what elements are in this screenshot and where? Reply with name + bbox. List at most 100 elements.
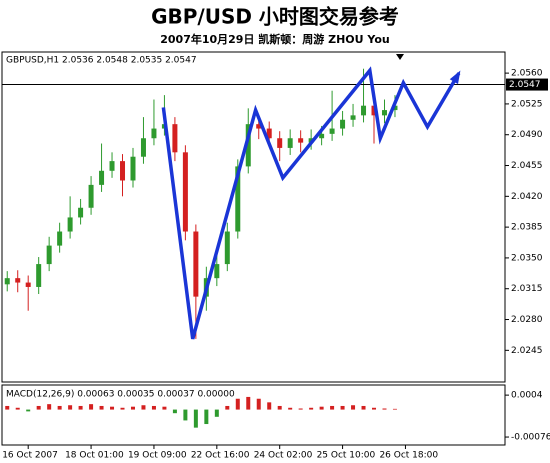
y-tick-label: -0.00076 [511, 433, 550, 443]
macd-bar [309, 407, 314, 410]
candle-body [193, 231, 199, 297]
macd-bar [36, 405, 41, 410]
macd-bar [99, 405, 104, 410]
x-tick-label: 18 Oct 01:00 [65, 451, 124, 461]
candle-body [214, 264, 220, 279]
candle-body [78, 207, 84, 218]
macd-bar [319, 406, 324, 410]
candle-body [298, 138, 304, 143]
macd-bar [267, 402, 272, 410]
macd-bar [110, 406, 115, 410]
macd-bar [392, 408, 397, 410]
main-frame [1, 51, 506, 383]
candle-body [361, 105, 367, 116]
y-tick-label: 2.0455 [511, 161, 543, 171]
x-tick-label: 24 Oct 02:00 [254, 451, 313, 461]
candle-body [67, 217, 73, 232]
macd-bar [340, 405, 345, 410]
macd-bar [256, 398, 261, 410]
candle-body [120, 161, 126, 181]
x-tick-label: 25 Oct 10:00 [317, 451, 376, 461]
last-price-box [506, 78, 548, 91]
macd-bar [57, 405, 62, 410]
macd-bar [361, 405, 366, 410]
macd-bar [89, 404, 94, 410]
candle-body [15, 278, 21, 283]
candle-body [36, 264, 42, 287]
macd-bar [214, 409, 219, 417]
candle-body [57, 231, 63, 246]
candle-body [266, 128, 272, 139]
candle-body [350, 115, 356, 120]
macd-bar [26, 409, 31, 412]
candle-body [392, 105, 398, 111]
y-tick-label: 2.0350 [511, 253, 543, 263]
candle-body [329, 128, 335, 134]
candle-body [99, 170, 105, 185]
candle-body [140, 138, 146, 157]
candle-body [88, 184, 94, 208]
y-tick-label: 2.0490 [511, 130, 543, 140]
forecast-arrowhead [449, 70, 461, 85]
candle-body [340, 119, 346, 129]
macd-bar [5, 405, 10, 410]
macd-frame [1, 384, 506, 446]
chart-subtitle: 2007年10月29日 凯斯顿：周游 ZHOU You [160, 32, 390, 46]
y-tick-label: 2.0525 [511, 99, 543, 109]
macd-bar [120, 407, 125, 410]
y-tick-label: 2.0420 [511, 192, 543, 202]
candle-body [256, 124, 262, 129]
macd-bar [204, 409, 209, 425]
x-tick-label: 22 Oct 16:00 [191, 451, 250, 461]
macd-bar [68, 405, 73, 410]
y-tick-label: 2.0280 [511, 315, 543, 325]
candle-body [224, 231, 230, 265]
candle-body [109, 161, 115, 171]
y-tick-label: 0.0004 [511, 391, 543, 401]
candle-body [381, 110, 387, 116]
candle-body [287, 138, 293, 148]
macd-bar [246, 396, 251, 410]
macd-bar [330, 405, 335, 410]
y-tick-label: 2.0560 [511, 69, 543, 79]
last-price-label: 2.0547 [509, 80, 541, 90]
macd-bar [141, 405, 146, 410]
macd-bar [288, 407, 293, 410]
macd-bar [193, 409, 198, 428]
macd-bar [351, 405, 356, 410]
forecast-line [161, 66, 461, 340]
macd-bar [162, 406, 167, 410]
x-tick-label: 26 Oct 18:00 [379, 451, 438, 461]
candle-body [46, 245, 52, 265]
macd-bar [172, 409, 177, 414]
macd-bar [130, 406, 135, 410]
macd-bar [298, 408, 303, 410]
x-tick-label: 19 Oct 09:00 [128, 451, 187, 461]
macd-bar [151, 405, 156, 410]
y-tick-label: 2.0315 [511, 284, 543, 294]
candle-body [182, 152, 188, 232]
macd-bar [382, 408, 387, 410]
macd-bar [277, 405, 282, 410]
candle-body [319, 133, 325, 139]
macd-bar [15, 407, 20, 410]
shift-marker [396, 54, 404, 60]
macd-bar [372, 407, 377, 410]
candle-body [277, 138, 283, 148]
y-tick-label: 2.0385 [511, 223, 543, 233]
macd-bar [235, 398, 240, 410]
candle-body [371, 105, 377, 116]
macd-bar [225, 405, 230, 410]
candle-body [4, 278, 10, 285]
macd-label: MACD(12,26,9) 0.00063 0.00035 0.00037 0.… [6, 390, 235, 400]
series-label: GBPUSD,H1 2.0536 2.0548 2.0535 2.0547 [6, 56, 197, 66]
candle-body [172, 124, 178, 153]
candle-body [235, 166, 241, 232]
macd-bar [78, 405, 83, 410]
chart-title: GBP/USD 小时图交易参考 [151, 5, 399, 29]
candle-body [25, 282, 31, 287]
candle-body [245, 124, 251, 167]
x-tick-label: 16 Oct 2007 [2, 451, 58, 461]
